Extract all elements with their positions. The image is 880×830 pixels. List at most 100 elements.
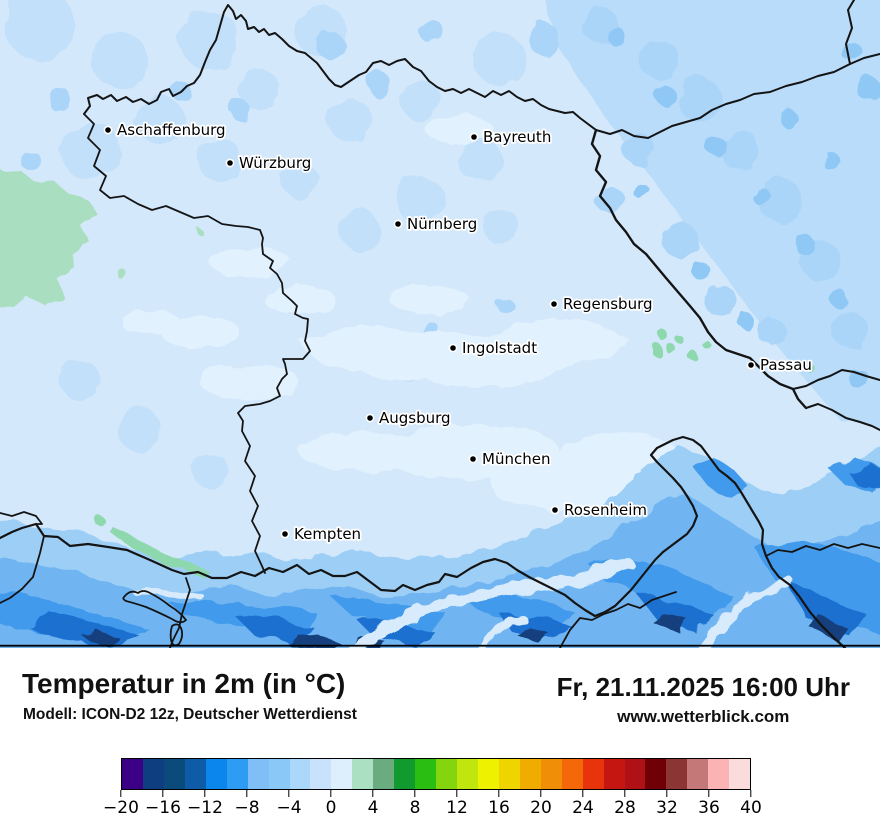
colorbar-segment — [142, 759, 164, 789]
mild-green-areas — [0, 169, 816, 578]
colorbar-segment — [163, 759, 185, 789]
colorbar-tick-label: 0 — [325, 798, 337, 818]
colorbar-segment — [289, 759, 311, 789]
colorbar-segment — [666, 759, 688, 789]
colorbar-tick-label: 32 — [656, 798, 678, 818]
city-marker-passau: Passau — [746, 354, 814, 376]
city-label: Augsburg — [379, 409, 451, 427]
colorbar-tick — [330, 790, 332, 797]
valid-datetime: Fr, 21.11.2025 16:00 Uhr — [556, 672, 850, 702]
city-marker-rosenheim: Rosenheim — [550, 499, 649, 521]
colorbar-tick — [204, 790, 206, 797]
colorbar-segment — [247, 759, 269, 789]
city-dot — [103, 125, 113, 135]
colorbar-segment — [184, 759, 206, 789]
colorbar-tick-label: −12 — [187, 798, 223, 818]
city-marker-augsburg: Augsburg — [365, 407, 452, 429]
city-dot — [469, 132, 479, 142]
colorbar-tick — [708, 790, 710, 797]
colorbar-segment — [561, 759, 583, 789]
colorbar-segment — [477, 759, 499, 789]
colorbar-segment — [331, 759, 353, 789]
city-dot — [225, 158, 235, 168]
colorbar-tick-label: −8 — [234, 798, 260, 818]
colorbar-segment — [645, 759, 667, 789]
city-label: Bayreuth — [483, 128, 551, 146]
city-marker-wuerzburg: Würzburg — [225, 152, 313, 174]
city-dot — [393, 219, 403, 229]
colorbar-segment — [498, 759, 520, 789]
colorbar-tick-label: 40 — [740, 798, 762, 818]
colorbar-tick-label: −16 — [145, 798, 181, 818]
map-svg: Aschaffenburg Würzburg Bayreuth Nürnberg… — [0, 0, 880, 648]
colorbar-tick — [540, 790, 542, 797]
colorbar-tick-label: 16 — [488, 798, 510, 818]
colorbar-tick — [666, 790, 668, 797]
colorbar-tick — [162, 790, 164, 797]
city-label: Würzburg — [239, 154, 311, 172]
colorbar-segments — [121, 758, 751, 790]
colorbar-segment — [394, 759, 416, 789]
city-dot — [365, 413, 375, 423]
colorbar-tick — [120, 790, 122, 797]
colorbar-segment — [708, 759, 730, 789]
city-dot — [448, 343, 458, 353]
model-info: Modell: ICON-D2 12z, Deutscher Wetterdie… — [23, 706, 357, 723]
city-dot — [550, 505, 560, 515]
city-marker-ingolstadt: Ingolstadt — [448, 337, 539, 359]
colorbar-segment — [205, 759, 227, 789]
colorbar-segment — [457, 759, 478, 789]
colorbar-tick-label: −4 — [276, 798, 302, 818]
city-marker-kempten: Kempten — [280, 523, 363, 545]
colorbar-tick — [372, 790, 374, 797]
colorbar-segment — [268, 759, 290, 789]
city-label: Rosenheim — [564, 501, 647, 519]
city-label: Aschaffenburg — [117, 121, 226, 139]
colorbar-tick-label: 20 — [530, 798, 552, 818]
city-markers: Aschaffenburg Würzburg Bayreuth Nürnberg… — [103, 119, 814, 545]
colorbar-segment — [122, 759, 143, 789]
colorbar-segment — [540, 759, 562, 789]
colorbar-tick-label: 12 — [446, 798, 468, 818]
colorbar-tick-label: 24 — [572, 798, 594, 818]
page-title: Temperatur in 2m (in °C) — [22, 668, 346, 699]
map-frame-bottom — [0, 644, 880, 647]
city-dot — [746, 360, 756, 370]
colorbar-segment — [687, 759, 709, 789]
website-url: www.wetterblick.com — [617, 707, 790, 726]
city-label: Nürnberg — [407, 215, 477, 233]
colorbar-segment — [310, 759, 332, 789]
colorbar-segment — [729, 759, 751, 789]
colorbar-tick-label: 8 — [409, 798, 421, 818]
footer: Temperatur in 2m (in °C) Modell: ICON-D2… — [0, 648, 880, 748]
colorbar-tick-label: −20 — [103, 798, 139, 818]
city-dot — [280, 529, 290, 539]
city-marker-nuernberg: Nürnberg — [393, 213, 479, 235]
colorbar-ticks: −20 −16 −12 −8 −4 0 4 8 12 16 20 24 28 32 36 40 — [103, 790, 762, 826]
country-borders — [0, 0, 880, 648]
city-label: Passau — [760, 356, 812, 374]
colorbar-tick-label: 36 — [698, 798, 720, 818]
city-dot — [468, 454, 478, 464]
colorbar-tick — [624, 790, 626, 797]
colorbar-segment — [226, 759, 248, 789]
temperature-field-patches — [5, 0, 880, 512]
colorbar-segment — [352, 759, 374, 789]
temperature-map: Aschaffenburg Würzburg Bayreuth Nürnberg… — [0, 0, 880, 648]
colorbar-tick — [288, 790, 290, 797]
city-dot — [549, 299, 559, 309]
city-marker-regensburg: Regensburg — [549, 293, 654, 315]
colorbar-tick — [498, 790, 500, 797]
colorbar-tick — [456, 790, 458, 797]
colorbar-tick — [582, 790, 584, 797]
colorbar-segment — [624, 759, 646, 789]
colorbar-segment — [582, 759, 604, 789]
city-marker-bayreuth: Bayreuth — [469, 126, 553, 148]
city-label: Kempten — [294, 525, 361, 543]
colorbar-segment — [519, 759, 541, 789]
city-marker-aschaffenburg: Aschaffenburg — [103, 119, 227, 141]
city-marker-muenchen: München — [468, 448, 552, 470]
city-label: München — [482, 450, 550, 468]
colorbar-segment — [436, 759, 457, 789]
